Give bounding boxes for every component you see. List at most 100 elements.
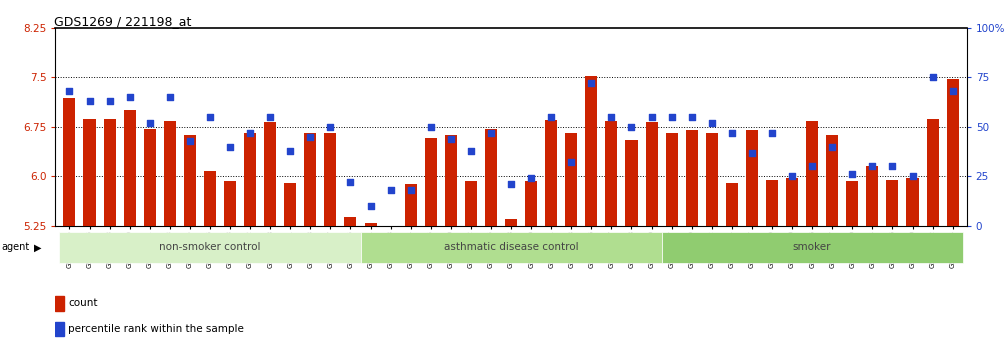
Bar bbox=[826, 135, 838, 226]
Bar bbox=[906, 178, 918, 226]
Bar bbox=[807, 121, 818, 226]
FancyBboxPatch shape bbox=[59, 232, 361, 263]
Point bbox=[443, 136, 459, 141]
Text: count: count bbox=[67, 298, 98, 308]
Point bbox=[864, 164, 880, 169]
Bar bbox=[525, 181, 537, 226]
Bar bbox=[204, 171, 215, 226]
Bar bbox=[365, 223, 377, 226]
Point bbox=[282, 148, 298, 153]
Point bbox=[764, 130, 780, 136]
Bar bbox=[686, 130, 698, 226]
Point bbox=[262, 114, 278, 120]
Bar bbox=[344, 217, 356, 226]
Bar bbox=[506, 219, 517, 226]
Bar bbox=[63, 98, 76, 226]
Bar bbox=[405, 184, 417, 226]
Bar bbox=[84, 119, 96, 226]
Point bbox=[805, 164, 821, 169]
Point bbox=[342, 180, 358, 185]
Bar bbox=[55, 322, 64, 336]
Point bbox=[242, 130, 258, 136]
Bar bbox=[425, 138, 437, 226]
Text: percentile rank within the sample: percentile rank within the sample bbox=[67, 324, 244, 334]
Bar bbox=[164, 121, 176, 226]
Point bbox=[483, 130, 499, 136]
Point bbox=[583, 80, 599, 86]
Point bbox=[463, 148, 479, 153]
Point bbox=[824, 144, 840, 149]
Bar bbox=[104, 119, 116, 226]
Text: ▶: ▶ bbox=[34, 243, 41, 252]
Bar bbox=[445, 135, 457, 226]
Text: smoker: smoker bbox=[793, 242, 832, 252]
Point bbox=[844, 171, 860, 177]
Point bbox=[904, 174, 920, 179]
Bar bbox=[264, 122, 276, 226]
Bar bbox=[485, 129, 497, 226]
Point bbox=[724, 130, 740, 136]
Point bbox=[684, 114, 700, 120]
Bar bbox=[726, 183, 738, 226]
Point bbox=[704, 120, 720, 126]
Bar bbox=[926, 119, 939, 226]
FancyBboxPatch shape bbox=[662, 232, 963, 263]
Bar bbox=[465, 181, 477, 226]
Bar bbox=[585, 76, 597, 226]
Bar bbox=[124, 110, 136, 226]
Point bbox=[884, 164, 900, 169]
FancyBboxPatch shape bbox=[361, 232, 662, 263]
Point bbox=[403, 188, 419, 193]
Bar bbox=[304, 134, 316, 226]
Point bbox=[945, 88, 961, 94]
Bar bbox=[605, 121, 617, 226]
Bar bbox=[786, 178, 799, 226]
Bar bbox=[284, 183, 296, 226]
Point bbox=[523, 176, 539, 181]
Point bbox=[543, 114, 559, 120]
Bar bbox=[55, 296, 64, 310]
Point bbox=[122, 94, 138, 100]
Bar bbox=[645, 122, 658, 226]
Point bbox=[643, 114, 660, 120]
Text: GDS1269 / 221198_at: GDS1269 / 221198_at bbox=[54, 14, 192, 28]
Point bbox=[784, 174, 801, 179]
Bar bbox=[947, 79, 959, 226]
Text: agent: agent bbox=[1, 243, 29, 252]
Bar bbox=[324, 134, 336, 226]
Point bbox=[82, 98, 98, 104]
Point bbox=[664, 114, 680, 120]
Point bbox=[142, 120, 158, 126]
Bar bbox=[866, 167, 878, 226]
Point bbox=[102, 98, 118, 104]
Point bbox=[502, 181, 519, 187]
Bar bbox=[224, 181, 236, 226]
Bar bbox=[766, 180, 778, 226]
Bar bbox=[706, 134, 718, 226]
Bar bbox=[184, 135, 196, 226]
Point bbox=[222, 144, 238, 149]
Point bbox=[162, 94, 178, 100]
Bar bbox=[666, 134, 678, 226]
Point bbox=[61, 88, 78, 94]
Bar bbox=[846, 181, 858, 226]
Point bbox=[563, 160, 579, 165]
Point bbox=[322, 124, 338, 130]
Bar bbox=[244, 134, 256, 226]
Point bbox=[302, 134, 318, 139]
Bar bbox=[545, 120, 557, 226]
Point bbox=[744, 150, 760, 155]
Text: non-smoker control: non-smoker control bbox=[159, 242, 261, 252]
Bar bbox=[746, 130, 758, 226]
Point bbox=[182, 138, 198, 144]
Point bbox=[924, 75, 941, 80]
Text: asthmatic disease control: asthmatic disease control bbox=[444, 242, 578, 252]
Point bbox=[623, 124, 639, 130]
Point bbox=[423, 124, 439, 130]
Bar bbox=[565, 134, 577, 226]
Point bbox=[603, 114, 619, 120]
Bar bbox=[886, 180, 898, 226]
Point bbox=[363, 204, 379, 209]
Bar bbox=[625, 140, 637, 226]
Point bbox=[383, 188, 399, 193]
